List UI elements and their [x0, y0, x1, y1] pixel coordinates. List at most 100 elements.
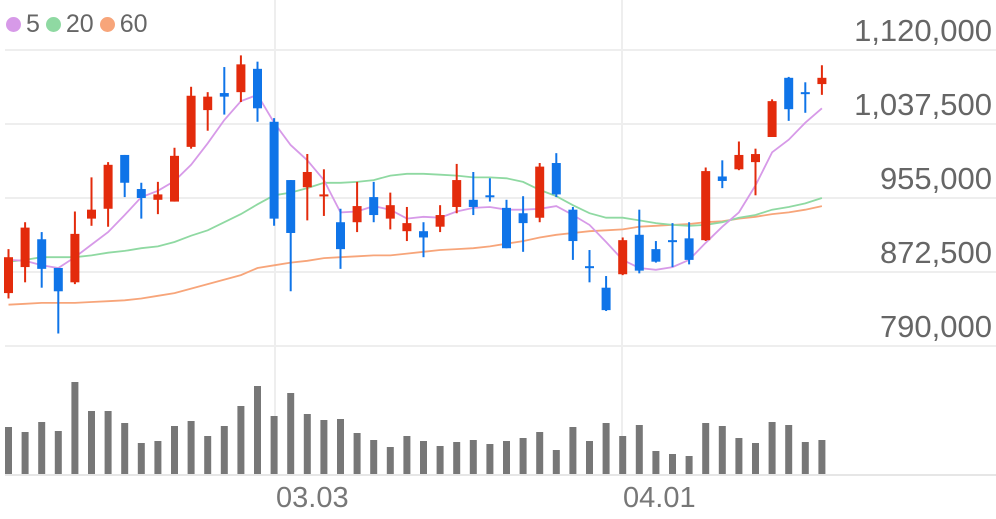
volume-bar	[602, 423, 610, 474]
volume-bar	[5, 427, 12, 474]
moving-average-legend: 5 20 60	[4, 10, 152, 39]
volume-bar	[386, 447, 394, 474]
volume-bar	[785, 425, 793, 474]
candle-down	[518, 213, 528, 224]
candle-down	[684, 238, 694, 260]
candle-down	[286, 180, 296, 233]
volume-bar	[420, 441, 427, 474]
volume-bar	[486, 444, 494, 474]
candle-down	[120, 154, 130, 183]
candle-up	[4, 257, 13, 294]
candle-down	[502, 207, 511, 249]
y-tick-label: 1,037,500	[854, 87, 992, 122]
legend-dot-ma5	[6, 17, 21, 32]
volume-bar	[287, 393, 295, 474]
volume-bar	[718, 426, 726, 474]
volume-bar	[735, 438, 743, 474]
x-tick-label: 04.01	[623, 482, 696, 514]
candle-down	[369, 197, 379, 216]
volume-bar	[154, 441, 162, 474]
volume-bar	[552, 450, 560, 474]
candle-up	[103, 164, 113, 209]
legend-label-ma60: 60	[119, 10, 148, 38]
y-tick-label: 955,000	[879, 161, 992, 196]
candle-down	[717, 176, 727, 181]
volume-bar	[337, 419, 344, 474]
ma-line-60	[8, 205, 823, 306]
candle-down	[485, 195, 495, 198]
volume-bar	[536, 432, 544, 474]
candle-up	[767, 101, 777, 138]
y-tick-label: 1,120,000	[854, 13, 992, 48]
volume-bar	[71, 382, 79, 474]
volume-bar	[303, 414, 311, 474]
volume-bar	[187, 421, 195, 474]
candle-up	[535, 166, 545, 218]
candle-up	[87, 209, 96, 219]
volume-bar	[237, 406, 245, 474]
volume-bar	[635, 425, 643, 474]
y-tick-label: 872,500	[879, 235, 992, 270]
candle-up	[701, 171, 711, 241]
volume-bar	[685, 456, 693, 474]
candle-down	[219, 93, 229, 97]
volume-bar	[38, 422, 46, 474]
volume-bar	[353, 433, 361, 474]
volume-bar	[669, 454, 676, 474]
volume-bar	[801, 442, 809, 474]
volume-bar	[21, 432, 29, 474]
candle-down	[784, 77, 794, 110]
candle-down	[634, 234, 644, 271]
candle-down	[551, 163, 561, 195]
candle-down	[601, 287, 611, 311]
candle-up	[452, 180, 462, 207]
volume-bar	[270, 416, 278, 474]
volume-bar	[171, 426, 178, 474]
volume-bar	[469, 440, 477, 474]
volume-bar	[519, 438, 527, 474]
candle-up	[817, 77, 827, 85]
volume-bar	[818, 440, 826, 474]
volume-bar	[370, 440, 378, 474]
volume-bar	[254, 386, 261, 474]
volume-bar	[436, 446, 444, 474]
legend-label-ma20: 20	[65, 10, 94, 38]
volume-bar	[204, 436, 212, 474]
candle-up	[302, 171, 312, 188]
candle-down	[568, 209, 578, 242]
legend-label-ma5: 5	[26, 10, 40, 38]
volume-bar	[121, 423, 129, 474]
volume-bar	[403, 436, 411, 474]
candle-down	[336, 222, 345, 250]
candle-up	[20, 227, 30, 268]
candle-up	[203, 96, 213, 111]
candle-up	[734, 154, 744, 170]
volume-bar	[453, 442, 461, 474]
candle-up	[385, 205, 395, 219]
volume-bar	[586, 441, 593, 474]
volume-bar	[137, 443, 145, 474]
volume-bar	[503, 441, 510, 474]
candle-down	[668, 240, 677, 243]
candle-up	[402, 223, 412, 232]
volume-bar	[752, 443, 759, 474]
candle-down	[53, 267, 63, 292]
candle-down	[585, 266, 594, 269]
volume-bar	[652, 451, 660, 474]
legend-dot-ma20	[45, 17, 61, 32]
candle-down	[800, 92, 810, 95]
candle-up	[153, 194, 163, 200]
candle-up	[435, 215, 445, 227]
candle-up	[186, 95, 196, 147]
candle-up	[170, 155, 179, 202]
volume-bar	[54, 431, 62, 474]
candle-up	[70, 233, 80, 283]
candle-up	[618, 240, 628, 275]
candle-up	[236, 64, 246, 93]
volume-bar	[569, 427, 577, 474]
volume-bar	[104, 411, 112, 474]
candle-down	[468, 199, 478, 207]
volume-bar	[619, 436, 627, 474]
candle-down	[419, 231, 428, 238]
volume-bar	[88, 411, 95, 474]
